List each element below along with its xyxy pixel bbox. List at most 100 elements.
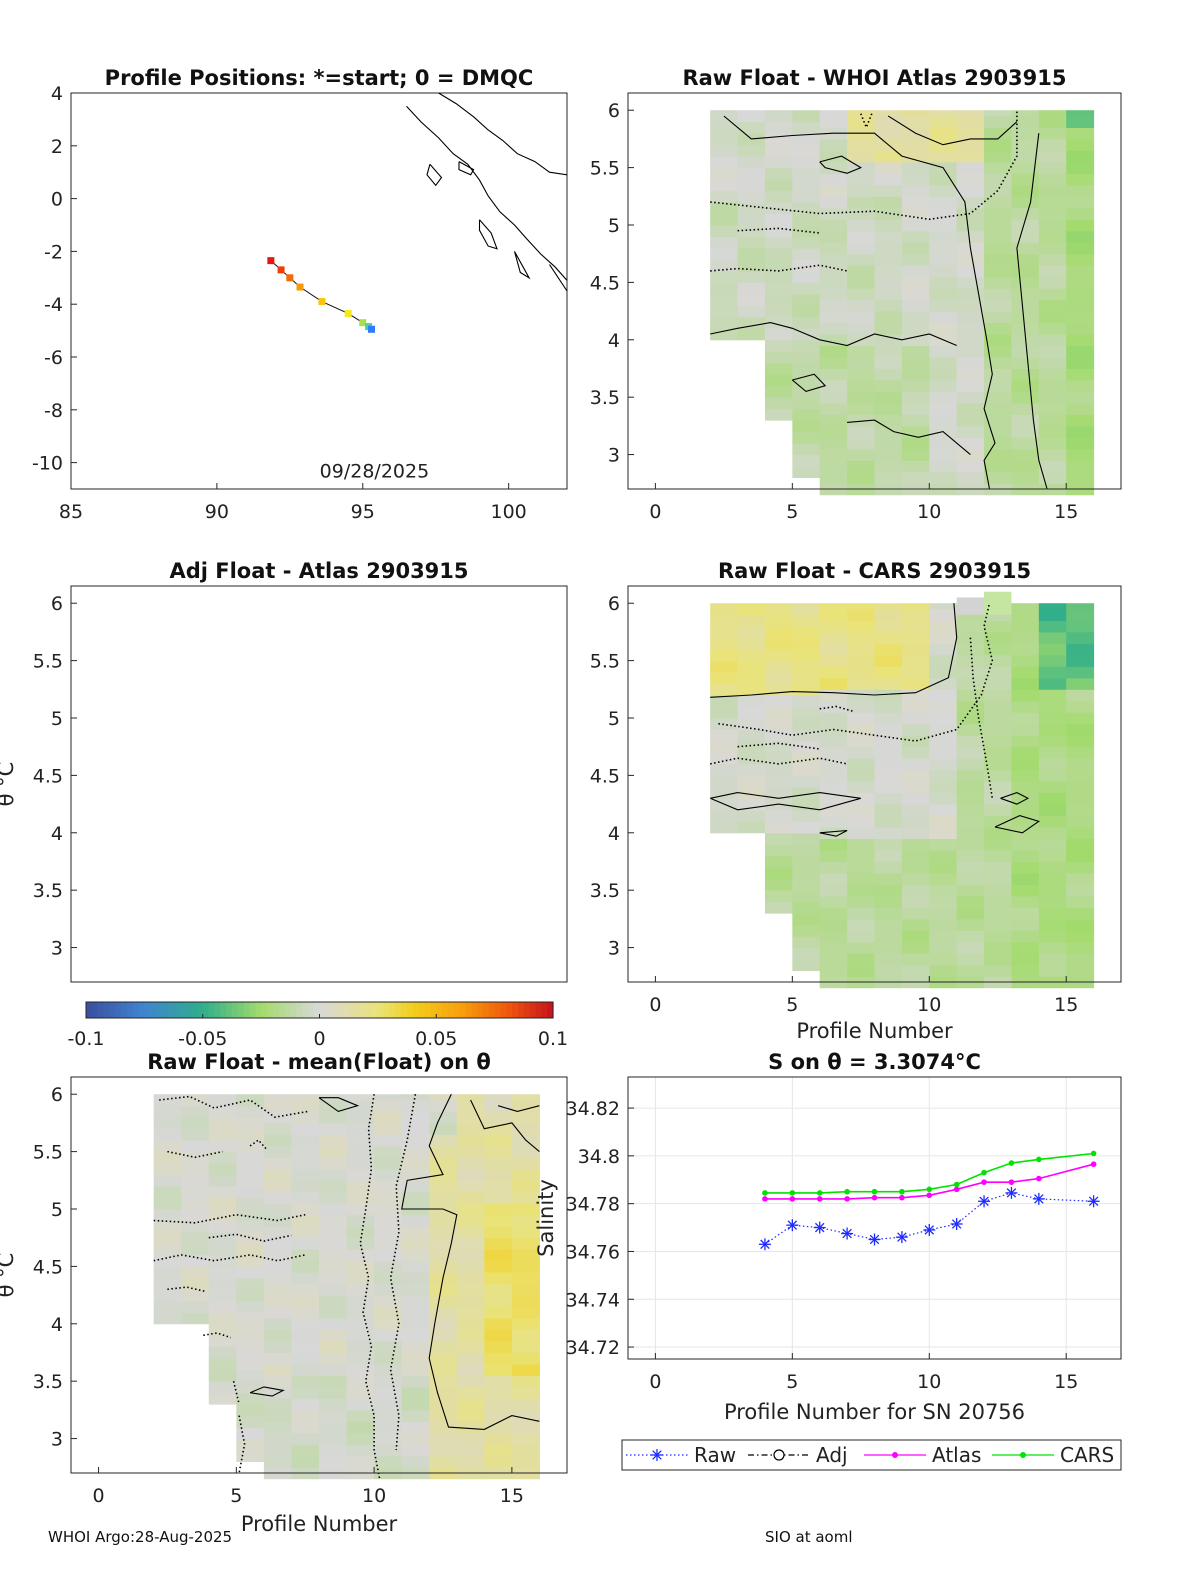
mean-cell xyxy=(319,1375,348,1388)
cars-cell xyxy=(984,620,1012,633)
cars-cell xyxy=(901,689,930,702)
cars-cell xyxy=(1011,689,1040,702)
colorbar-swatch xyxy=(313,1002,321,1018)
cars-cell xyxy=(1066,953,1095,966)
cars-cell xyxy=(764,683,793,696)
whoi-cell xyxy=(1011,299,1040,312)
whoi-cell xyxy=(737,236,766,249)
whoi-cell xyxy=(1066,161,1095,174)
colorbar-tick-label: 0 xyxy=(313,1028,325,1050)
cars-cell xyxy=(1038,792,1067,805)
mean-ytick-label: 3.5 xyxy=(33,1371,63,1393)
colorbar-swatch xyxy=(121,1002,128,1018)
mean-cell xyxy=(208,1197,237,1210)
cars-cell xyxy=(1011,838,1040,851)
whoi-cell xyxy=(819,299,848,312)
mean-cell xyxy=(319,1157,348,1170)
whoi-cell xyxy=(792,351,821,364)
whoi-cell xyxy=(819,322,848,335)
whoi-cell xyxy=(901,207,930,220)
mean-cell xyxy=(374,1318,403,1331)
mean-cell xyxy=(346,1318,375,1331)
whoi-ytick-label: 6 xyxy=(608,100,620,122)
cars-cell xyxy=(901,723,930,736)
cars-ytick-label: 4.5 xyxy=(590,765,620,787)
float-track-point xyxy=(359,319,367,327)
mean-cell xyxy=(291,1421,320,1434)
whoi-cell xyxy=(1038,460,1067,473)
map-xtick-label: 90 xyxy=(205,501,229,523)
colorbar-swatch xyxy=(161,1002,169,1018)
cars-cell xyxy=(1038,643,1067,656)
whoi-cell xyxy=(1011,196,1040,209)
mean-xtick-label: 15 xyxy=(500,1485,524,1507)
whoi-cell xyxy=(1011,391,1040,404)
whoi-contours xyxy=(710,110,1018,272)
cars-cell xyxy=(737,786,766,799)
mean-cell xyxy=(236,1163,265,1176)
mean-cell xyxy=(208,1312,237,1325)
series-raw-point xyxy=(868,1233,881,1246)
cars-cell xyxy=(901,861,930,874)
cars-cell xyxy=(984,815,1012,828)
cars-cell xyxy=(792,649,821,662)
cars-cell xyxy=(929,872,958,885)
whoi-cell xyxy=(737,225,766,237)
colorbar-swatch xyxy=(296,1002,303,1018)
cars-cell xyxy=(1011,700,1040,713)
cars-cell xyxy=(901,930,930,943)
cars-cell xyxy=(819,884,848,897)
mean-cell xyxy=(291,1444,320,1457)
whoi-cell xyxy=(764,362,793,375)
whoi-cell xyxy=(847,173,875,186)
mean-cell xyxy=(401,1157,430,1170)
whoi-cell xyxy=(1066,150,1095,163)
whoi-cell xyxy=(874,379,903,392)
mean-cell xyxy=(484,1237,513,1250)
mean-cell xyxy=(429,1455,458,1468)
cars-cell xyxy=(874,930,903,943)
colorbar-swatch xyxy=(97,1002,105,1018)
whoi-cell xyxy=(1066,414,1095,427)
cars-cell xyxy=(792,660,821,673)
cars-cell xyxy=(710,775,739,788)
cars-cell xyxy=(984,631,1012,644)
cars-cell xyxy=(1038,930,1067,943)
whoi-cell xyxy=(956,196,985,209)
mean-cell xyxy=(181,1186,210,1199)
mean-cell xyxy=(484,1363,513,1376)
mean-cell xyxy=(263,1157,292,1170)
mean-cell xyxy=(236,1220,265,1233)
float-track-point xyxy=(368,325,376,333)
whoi-cell xyxy=(764,282,793,295)
whoi-cell xyxy=(1038,110,1067,117)
series-raw-point xyxy=(786,1219,799,1232)
cars-cell xyxy=(929,792,958,805)
cars-cell xyxy=(710,718,739,730)
colorbar-swatch xyxy=(138,1002,145,1018)
cars-cell xyxy=(956,689,985,702)
cars-cell xyxy=(1038,769,1067,782)
mean-cell xyxy=(484,1455,513,1468)
mean-cell xyxy=(153,1266,182,1279)
float-track-point xyxy=(296,283,304,291)
cars-cell xyxy=(764,867,793,880)
whoi-cell xyxy=(1011,311,1040,324)
cars-cell xyxy=(819,712,848,725)
cars-cell xyxy=(1066,815,1095,828)
whoi-cell xyxy=(847,391,875,404)
mean-cell xyxy=(263,1444,292,1457)
colorbar-swatch xyxy=(407,1002,414,1018)
mean-cell xyxy=(208,1220,237,1233)
mean-cell xyxy=(346,1180,375,1193)
whoi-cell xyxy=(901,150,930,163)
map-ytick-label: -6 xyxy=(44,347,63,369)
whoi-cell xyxy=(1011,471,1040,484)
whoi-cell xyxy=(929,127,958,140)
whoi-cell xyxy=(710,179,739,192)
whoi-cell xyxy=(874,368,903,381)
cars-cell xyxy=(984,827,1012,840)
cars-cell xyxy=(737,603,766,616)
mean-cell xyxy=(429,1283,458,1296)
mean-cell xyxy=(374,1122,403,1135)
